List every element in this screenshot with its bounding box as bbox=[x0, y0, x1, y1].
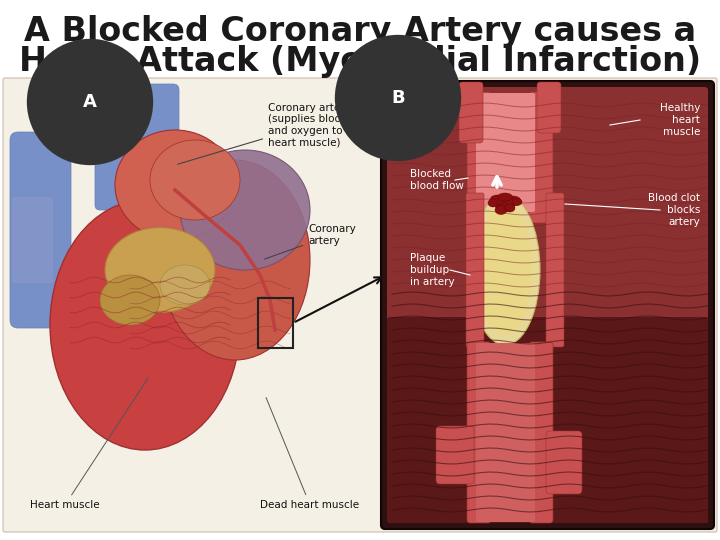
Ellipse shape bbox=[160, 160, 310, 360]
FancyBboxPatch shape bbox=[459, 82, 483, 143]
Ellipse shape bbox=[495, 206, 507, 214]
Text: Blood clot
blocks
artery: Blood clot blocks artery bbox=[648, 193, 700, 227]
FancyBboxPatch shape bbox=[537, 82, 561, 133]
Ellipse shape bbox=[160, 265, 210, 305]
Text: Blocked
blood flow: Blocked blood flow bbox=[410, 169, 464, 191]
Ellipse shape bbox=[150, 140, 240, 220]
FancyBboxPatch shape bbox=[95, 155, 205, 210]
FancyBboxPatch shape bbox=[529, 92, 553, 223]
Ellipse shape bbox=[505, 204, 515, 212]
FancyBboxPatch shape bbox=[467, 92, 491, 223]
FancyBboxPatch shape bbox=[529, 342, 553, 523]
FancyBboxPatch shape bbox=[546, 193, 564, 347]
Ellipse shape bbox=[105, 227, 215, 313]
FancyBboxPatch shape bbox=[387, 87, 708, 523]
FancyBboxPatch shape bbox=[11, 196, 54, 284]
Text: Heart Attack (Myocardial Infarction): Heart Attack (Myocardial Infarction) bbox=[19, 45, 701, 78]
Ellipse shape bbox=[115, 130, 235, 240]
Ellipse shape bbox=[100, 275, 160, 325]
FancyBboxPatch shape bbox=[476, 343, 535, 522]
Ellipse shape bbox=[477, 205, 533, 335]
Text: Plaque
buildup
in artery: Plaque buildup in artery bbox=[410, 253, 454, 287]
FancyBboxPatch shape bbox=[10, 132, 71, 328]
Ellipse shape bbox=[180, 150, 310, 270]
Text: A Blocked Coronary Artery causes a: A Blocked Coronary Artery causes a bbox=[24, 16, 696, 49]
Text: Dead heart muscle: Dead heart muscle bbox=[261, 397, 359, 510]
Text: B: B bbox=[391, 89, 405, 107]
Ellipse shape bbox=[488, 199, 498, 207]
Ellipse shape bbox=[505, 196, 521, 206]
Ellipse shape bbox=[50, 200, 240, 450]
FancyBboxPatch shape bbox=[467, 342, 491, 523]
Text: Coronary artery
(supplies blood
and oxygen to
heart muscle): Coronary artery (supplies blood and oxyg… bbox=[178, 103, 351, 164]
FancyBboxPatch shape bbox=[3, 78, 717, 532]
FancyBboxPatch shape bbox=[112, 84, 179, 186]
Bar bbox=[258, 298, 293, 348]
Ellipse shape bbox=[470, 195, 540, 345]
Text: A: A bbox=[83, 93, 97, 111]
FancyBboxPatch shape bbox=[381, 81, 714, 529]
Ellipse shape bbox=[490, 195, 504, 205]
FancyBboxPatch shape bbox=[387, 317, 708, 523]
Ellipse shape bbox=[495, 198, 515, 212]
FancyBboxPatch shape bbox=[436, 426, 474, 484]
Ellipse shape bbox=[512, 199, 522, 206]
Text: Healthy
heart
muscle: Healthy heart muscle bbox=[660, 103, 700, 137]
Text: Heart muscle: Heart muscle bbox=[30, 377, 148, 510]
FancyBboxPatch shape bbox=[546, 431, 582, 494]
Text: Coronary
artery: Coronary artery bbox=[265, 224, 356, 259]
FancyBboxPatch shape bbox=[466, 193, 484, 347]
Ellipse shape bbox=[498, 193, 513, 201]
FancyBboxPatch shape bbox=[476, 93, 535, 212]
